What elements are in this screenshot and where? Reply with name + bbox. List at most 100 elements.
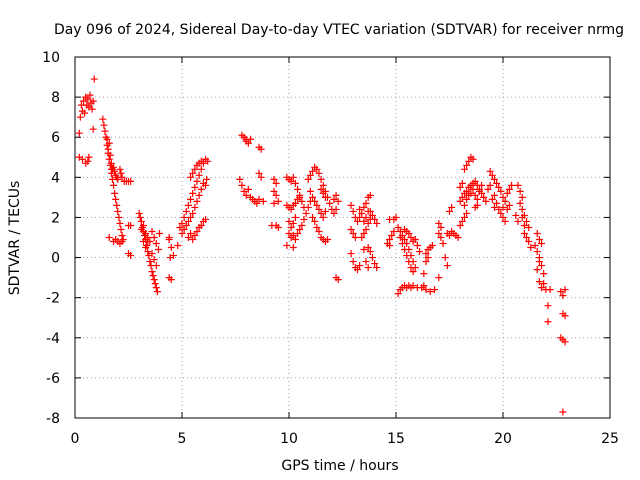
data-point <box>463 187 471 195</box>
data-point <box>514 217 522 225</box>
data-point <box>149 272 157 280</box>
data-point <box>456 183 464 191</box>
data-point <box>557 288 565 296</box>
data-points <box>75 75 569 416</box>
data-point <box>105 234 113 241</box>
data-point <box>486 181 494 189</box>
data-point <box>291 179 299 187</box>
data-point <box>242 137 250 145</box>
data-point <box>289 173 297 181</box>
data-point <box>115 213 123 221</box>
data-point <box>253 199 261 207</box>
data-point <box>347 225 355 233</box>
data-point <box>107 159 115 167</box>
data-point <box>152 240 160 248</box>
data-point <box>490 203 498 211</box>
data-point <box>191 183 199 191</box>
data-point <box>360 217 368 225</box>
data-point <box>182 221 190 229</box>
data-point <box>330 195 338 203</box>
x-tick-label: 15 <box>387 431 405 447</box>
data-point <box>527 244 535 252</box>
data-point <box>465 157 473 165</box>
data-point <box>390 227 398 235</box>
data-point <box>148 250 156 258</box>
data-point <box>178 229 186 237</box>
data-point <box>135 209 143 217</box>
data-point <box>332 205 340 213</box>
data-point <box>259 197 267 205</box>
data-point <box>409 268 417 276</box>
data-point <box>142 229 150 237</box>
data-point <box>501 217 509 225</box>
data-point <box>306 187 314 195</box>
data-point <box>435 219 443 227</box>
data-point <box>182 207 190 215</box>
data-point <box>420 270 428 278</box>
data-point <box>386 236 394 244</box>
data-point <box>116 165 124 173</box>
data-point <box>139 221 147 229</box>
data-point <box>127 221 135 229</box>
data-point <box>458 179 466 187</box>
data-point <box>458 193 466 201</box>
data-point <box>362 213 370 221</box>
data-point <box>499 193 507 201</box>
data-point <box>153 288 161 296</box>
data-point <box>300 215 308 223</box>
data-point <box>287 223 295 231</box>
data-point <box>531 242 539 250</box>
y-tick-labels: -8 -6 -4 -2 0 2 4 6 8 10 <box>42 50 60 427</box>
y-tick-label: -2 <box>46 291 60 307</box>
data-point <box>469 185 477 193</box>
data-point <box>460 201 468 209</box>
data-point <box>152 284 160 292</box>
data-point <box>313 223 321 231</box>
data-point <box>420 282 428 290</box>
data-point <box>167 244 175 252</box>
data-point <box>475 187 483 195</box>
data-point <box>330 209 338 217</box>
data-point <box>435 274 443 282</box>
data-point <box>484 185 492 193</box>
data-point <box>458 217 466 225</box>
data-point <box>184 217 192 225</box>
data-point <box>113 201 121 209</box>
data-point <box>460 213 468 221</box>
data-point <box>270 199 278 207</box>
data-point <box>326 199 334 207</box>
data-point <box>347 201 355 209</box>
data-point <box>296 193 304 201</box>
data-point <box>373 219 381 227</box>
data-point <box>493 179 501 187</box>
data-point <box>78 155 86 163</box>
data-point <box>298 197 306 205</box>
data-point <box>356 213 364 221</box>
data-point <box>523 217 531 225</box>
data-point <box>349 258 357 266</box>
grid-lines <box>75 57 610 418</box>
data-point <box>373 264 381 272</box>
data-point <box>306 171 314 179</box>
data-point <box>364 219 372 227</box>
y-tick-label: 10 <box>42 50 60 66</box>
data-point <box>238 181 246 189</box>
data-point <box>561 286 569 294</box>
data-point <box>349 229 357 237</box>
data-point <box>184 234 192 241</box>
data-point <box>178 219 186 227</box>
data-point <box>497 187 505 195</box>
data-point <box>146 258 154 266</box>
data-point <box>488 195 496 203</box>
data-point <box>443 229 451 237</box>
data-point <box>148 227 156 235</box>
data-point <box>88 105 96 113</box>
data-point <box>460 165 468 173</box>
data-point <box>559 408 567 416</box>
data-point <box>334 197 342 205</box>
data-point <box>152 262 160 270</box>
data-point <box>525 238 533 246</box>
y-tick-label: 6 <box>51 130 60 146</box>
data-point <box>456 221 464 229</box>
